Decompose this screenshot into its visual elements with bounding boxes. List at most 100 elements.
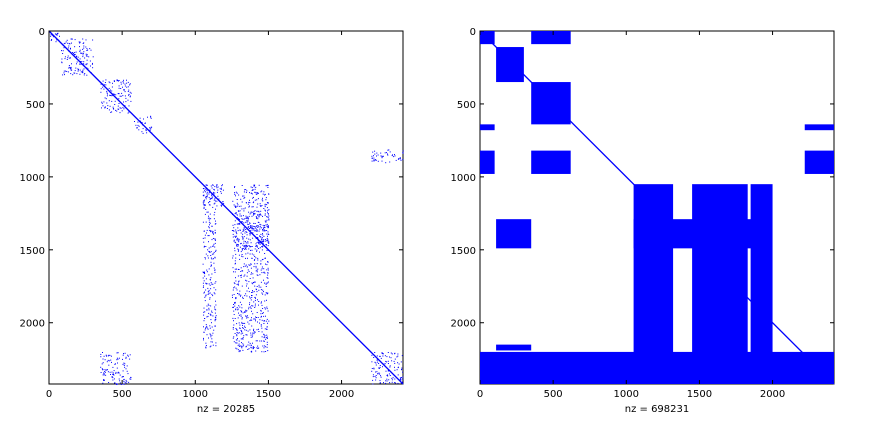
spy-point	[247, 217, 249, 219]
spy-point	[241, 254, 243, 255]
spy-point	[114, 100, 116, 102]
spy-point	[236, 217, 238, 219]
spy-point	[265, 199, 267, 201]
spy-point	[235, 195, 236, 197]
spy-point	[250, 227, 252, 229]
spy-point	[400, 361, 402, 363]
spy-point	[261, 266, 263, 268]
spy-point	[232, 289, 234, 291]
spy-point	[260, 191, 262, 193]
spy-point	[239, 290, 241, 292]
spy-point	[242, 349, 244, 351]
spy-block-right-13	[804, 124, 834, 131]
spy-point	[400, 378, 402, 380]
spy-point	[257, 214, 259, 215]
spy-point	[261, 315, 262, 317]
spy-point	[394, 378, 396, 380]
spy-point	[203, 339, 204, 341]
spy-point	[237, 344, 239, 346]
spy-point	[267, 274, 269, 276]
spy-point	[243, 230, 245, 232]
spy-point	[381, 156, 383, 158]
spy-point	[237, 284, 239, 286]
spy-point	[215, 200, 216, 202]
spy-point	[262, 197, 263, 199]
spy-point	[265, 286, 267, 287]
spy-point	[390, 357, 392, 359]
spy-point	[256, 312, 258, 313]
spy-point	[67, 71, 69, 73]
spy-point	[203, 207, 205, 209]
spy-point	[237, 210, 239, 212]
spy-point	[263, 323, 265, 324]
spy-point	[252, 334, 254, 336]
spy-point	[254, 185, 255, 186]
spy-point	[375, 371, 377, 373]
spy-point	[212, 193, 214, 195]
spy-point	[246, 334, 248, 336]
spy-point	[250, 306, 252, 308]
spy-point	[104, 97, 106, 99]
spy-point	[234, 260, 236, 262]
spy-point	[102, 374, 104, 376]
spy-point	[124, 85, 126, 87]
spy-point	[202, 282, 204, 284]
spy-point	[62, 74, 64, 76]
spy-point	[116, 110, 118, 112]
spy-point	[103, 373, 105, 375]
spy-point	[264, 230, 266, 232]
spy-point	[252, 206, 254, 208]
spy-point	[389, 161, 391, 163]
spy-point	[257, 274, 259, 276]
spy-point	[259, 213, 261, 215]
spy-point	[204, 329, 206, 331]
spy-point	[122, 376, 124, 377]
spy-point	[257, 225, 259, 227]
spy-point	[123, 353, 124, 355]
spy-point	[106, 102, 108, 104]
spy-point	[210, 255, 212, 256]
spy-point	[208, 312, 210, 314]
spy-point	[203, 185, 205, 187]
spy-point	[240, 295, 241, 297]
spy-block-left-5	[202, 184, 225, 207]
spy-point	[206, 271, 208, 273]
spy-point	[223, 203, 225, 205]
spy-point	[108, 364, 110, 366]
spy-point	[103, 379, 104, 381]
spy-point	[204, 311, 206, 313]
spy-point	[266, 293, 268, 295]
spy-point	[252, 189, 254, 191]
spy-point	[239, 222, 241, 224]
spy-point	[243, 263, 245, 265]
spy-point	[267, 261, 269, 262]
spy-point	[208, 304, 210, 306]
spy-point	[112, 373, 114, 375]
spy-point	[263, 291, 264, 293]
spy-point	[258, 230, 260, 232]
spy-point	[254, 256, 256, 257]
spy-point	[212, 231, 214, 232]
spy-point	[265, 185, 267, 187]
spy-point	[203, 326, 204, 328]
y-tick-label: 0	[470, 27, 476, 38]
spy-point	[247, 241, 249, 243]
spy-point	[377, 160, 379, 162]
spy-point	[56, 33, 58, 35]
spy-point	[146, 132, 148, 134]
spy-point	[113, 93, 115, 95]
spy-point	[211, 326, 213, 328]
spy-point	[236, 329, 238, 330]
spy-point	[245, 217, 247, 219]
spy-point	[259, 223, 261, 225]
spy-point	[74, 39, 76, 41]
spy-point	[203, 314, 205, 316]
spy-point	[241, 321, 243, 323]
spy-point	[233, 310, 235, 312]
spy-point	[240, 329, 242, 331]
spy-point	[235, 242, 237, 244]
spy-point	[211, 338, 213, 340]
spy-point	[81, 63, 83, 65]
spy-marks-left	[48, 30, 404, 385]
spy-point	[116, 357, 118, 359]
